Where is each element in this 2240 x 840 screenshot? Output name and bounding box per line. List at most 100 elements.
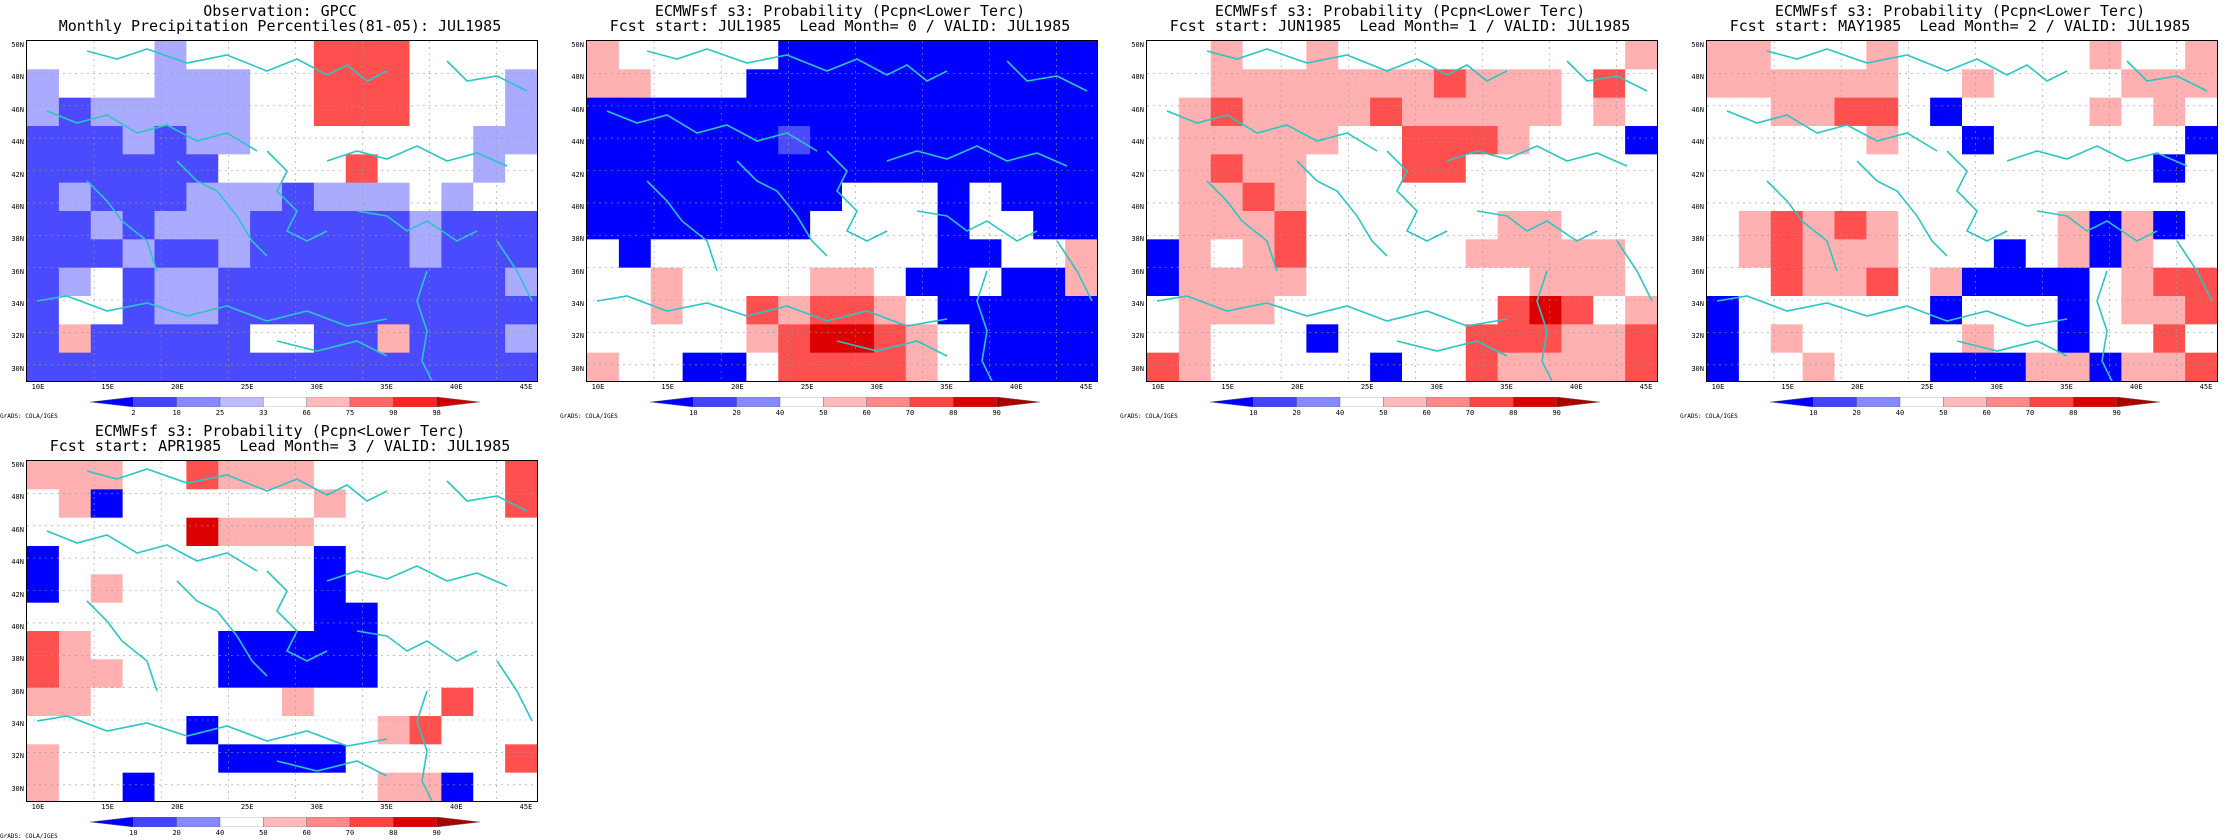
colorbar-segment	[263, 397, 307, 407]
grid-cell	[1898, 267, 1931, 297]
grid-cell	[250, 602, 283, 632]
coastline	[446, 60, 528, 92]
lon-tick-label: 25E	[800, 383, 814, 391]
grid-cell	[1210, 182, 1244, 212]
coastline	[46, 530, 258, 572]
grid-cell	[409, 154, 442, 184]
coastline	[1386, 150, 1448, 242]
coastline	[176, 160, 268, 257]
lon-tick-label: 30E	[1430, 383, 1444, 391]
grid-cell	[1625, 182, 1657, 212]
grid-cell	[1274, 182, 1307, 212]
grid-cell	[505, 324, 537, 354]
grid-cell	[1306, 97, 1339, 127]
colorbar-label: 25	[215, 409, 225, 417]
grid-cell	[505, 41, 537, 70]
lat-tick-label: 38N	[11, 235, 24, 244]
grid-cell	[1338, 211, 1371, 240]
grid-cell	[1274, 126, 1307, 155]
grid-cell	[1625, 97, 1657, 127]
lon-tick-label: 40E	[449, 803, 463, 811]
grid-cell	[1770, 41, 1804, 70]
grid-cell	[1738, 239, 1772, 269]
grid-cell	[873, 324, 907, 354]
grid-cell	[1866, 352, 1899, 381]
grid-cell	[409, 239, 442, 269]
colorbar-segment	[1469, 397, 1514, 407]
grid-cell	[1147, 69, 1180, 99]
grid-cell	[154, 659, 187, 689]
grid-cell	[1593, 126, 1626, 155]
colorbar-segment	[1426, 397, 1471, 407]
coastline	[176, 580, 268, 677]
lon-tick-label: 10E	[31, 803, 45, 811]
lat-tick-label: 34N	[11, 300, 24, 309]
grid-cell	[2025, 182, 2059, 212]
coastline	[826, 150, 888, 242]
grid-cell	[1593, 182, 1626, 212]
grid-cell	[1497, 41, 1531, 70]
grid-cell	[1898, 182, 1931, 212]
lon-tick-label: 40E	[1009, 383, 1023, 391]
grid-cell	[377, 687, 411, 717]
grid-cell	[2089, 97, 2122, 127]
grid-cell	[1001, 97, 1034, 127]
grid-cell	[2153, 296, 2186, 325]
grid-cell	[282, 687, 315, 717]
colorbar-label: 80	[2069, 409, 2078, 417]
grid-cell	[1178, 182, 1212, 212]
lon-tick-label: 45E	[519, 383, 533, 391]
grid-cell	[587, 352, 620, 381]
grid-cell	[186, 687, 219, 717]
grid-cell	[746, 154, 779, 184]
grid-cell	[1898, 239, 1931, 269]
grid-cell	[1707, 41, 1740, 70]
grid-cell	[778, 69, 811, 99]
grid-cell	[27, 41, 60, 70]
grid-cell	[122, 324, 156, 354]
grid-cell	[1147, 211, 1180, 240]
grid-cell	[1306, 239, 1339, 269]
grid-cell	[1433, 267, 1467, 297]
grid-cell	[2057, 324, 2091, 354]
grid-cell	[810, 154, 843, 184]
grid-cell	[842, 239, 875, 269]
colorbar-label: 75	[345, 409, 355, 417]
grid-cell	[2121, 239, 2154, 269]
grid-cell	[1497, 97, 1531, 127]
grid-cell	[186, 546, 219, 575]
grid-cell	[58, 352, 92, 381]
grid-cell	[1402, 126, 1435, 155]
grid-cell	[186, 154, 219, 184]
grid-cell	[1147, 267, 1180, 297]
coastline	[2096, 270, 2113, 381]
colorbar-segment	[133, 397, 177, 407]
grid-cell	[810, 97, 843, 127]
colorbar-label: 60	[1422, 409, 1431, 417]
grid-cell	[1178, 126, 1212, 155]
grid-cell	[345, 41, 379, 70]
coastline	[596, 295, 948, 327]
lat-tick-label: 50N	[1691, 41, 1704, 49]
grid-cell	[1993, 182, 2027, 212]
grid-cell	[377, 41, 411, 70]
colorbar-segment	[1943, 397, 1987, 407]
grid-cell	[1930, 211, 1963, 240]
grid-cell	[313, 41, 347, 70]
grid-cell	[58, 182, 92, 212]
grid-cell	[1561, 154, 1594, 184]
colorbar-label: 70	[345, 829, 355, 837]
lat-tick-label: 44N	[11, 138, 24, 147]
grid-cell	[1802, 69, 1836, 99]
grid-cell	[1802, 154, 1836, 184]
map-panel: Observation: GPCC Monthly Precipitation P…	[0, 0, 560, 420]
grid-cell	[345, 687, 379, 717]
grid-cell	[1147, 296, 1180, 325]
grid-cell	[218, 211, 251, 240]
colorbar-label: 10	[1249, 409, 1258, 417]
grid-cell	[377, 461, 411, 490]
grid-cell	[345, 154, 379, 184]
grid-cell	[154, 352, 187, 381]
grid-cell	[650, 182, 684, 212]
grid-cell	[650, 239, 684, 269]
